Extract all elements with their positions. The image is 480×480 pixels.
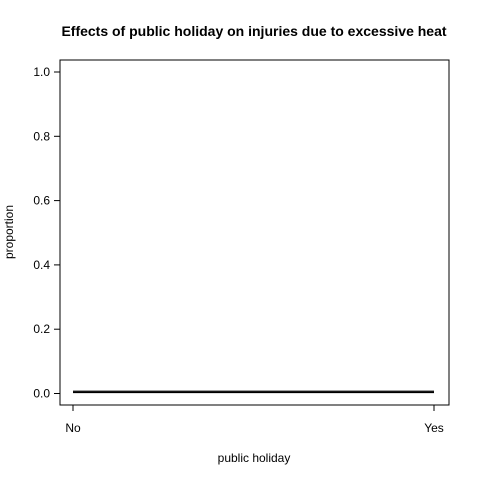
y-tick-label: 0.8 xyxy=(33,129,50,143)
y-tick-label: 0.0 xyxy=(33,387,50,401)
y-axis-label: proportion xyxy=(2,205,16,259)
y-axis: 0.0 0.2 0.4 0.6 0.8 1.0 xyxy=(33,65,61,401)
y-tick-label: 0.6 xyxy=(33,194,50,208)
plot-frame xyxy=(59,59,450,406)
x-tick-label: Yes xyxy=(424,421,444,435)
x-axis-label: public holiday xyxy=(218,451,291,465)
y-tick-label: 0.2 xyxy=(33,322,50,336)
series-layer xyxy=(73,390,434,394)
x-tick-label: No xyxy=(65,421,81,435)
x-axis: No Yes xyxy=(65,404,444,435)
y-tick-label: 1.0 xyxy=(33,65,50,79)
chart-title: Effects of public holiday on injuries du… xyxy=(61,23,446,39)
y-tick-label: 0.4 xyxy=(33,258,50,272)
